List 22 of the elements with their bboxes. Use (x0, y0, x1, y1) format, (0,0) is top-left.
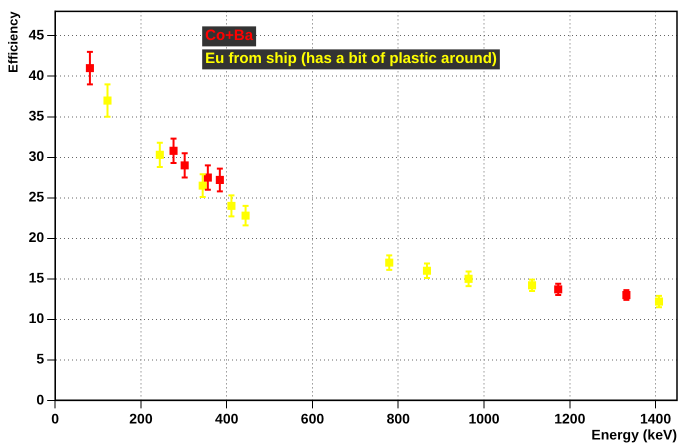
y-tick-label: 20 (28, 229, 44, 246)
y-axis-title: Efficiency (5, 10, 20, 73)
x-tick-label: 200 (129, 410, 153, 427)
y-tick-label: 40 (28, 67, 44, 84)
x-tick-label: 400 (215, 410, 239, 427)
x-tick-label: 0 (51, 410, 60, 427)
y-tick-label: 5 (36, 350, 44, 367)
text: Eu from ship (has a bit of plastic around) (205, 50, 497, 68)
y-tick-label: 25 (28, 188, 44, 205)
y-tick-label: 10 (28, 310, 44, 326)
y-tick-label: 30 (28, 148, 44, 164)
x-tick-label: 1200 (554, 410, 586, 427)
y-tick-label: 15 (28, 270, 44, 286)
x-tick-label: 600 (300, 410, 324, 427)
text: Co+Ba (205, 27, 254, 44)
x-tick-label: 800 (386, 410, 410, 427)
y-tick-label: 45 (28, 26, 44, 43)
x-tick-label: 1000 (468, 410, 500, 427)
y-tick-label: 0 (36, 391, 44, 408)
y-tick-label: 35 (28, 108, 44, 124)
x-tick-label: 1400 (640, 410, 672, 427)
x-axis-title: Energy (keV) (591, 426, 677, 442)
